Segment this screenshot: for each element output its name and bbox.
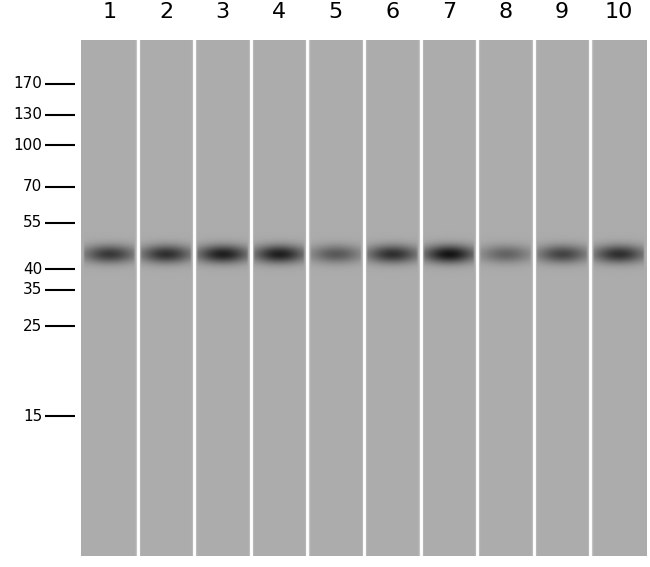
Text: 70: 70 <box>23 179 42 194</box>
Text: 3: 3 <box>216 2 229 22</box>
Text: 1: 1 <box>103 2 116 22</box>
Text: 55: 55 <box>23 215 42 230</box>
Text: 4: 4 <box>272 2 286 22</box>
Text: 100: 100 <box>14 138 42 153</box>
Text: 10: 10 <box>604 2 632 22</box>
Text: 15: 15 <box>23 409 42 424</box>
Text: 130: 130 <box>13 107 42 122</box>
Text: 35: 35 <box>23 282 42 298</box>
Text: 6: 6 <box>385 2 399 22</box>
Text: 170: 170 <box>14 76 42 91</box>
Text: 8: 8 <box>499 2 512 22</box>
Text: 9: 9 <box>555 2 569 22</box>
Text: 25: 25 <box>23 319 42 333</box>
Text: 7: 7 <box>442 2 456 22</box>
Text: 40: 40 <box>23 262 42 277</box>
Text: 2: 2 <box>159 2 173 22</box>
Text: 5: 5 <box>329 2 343 22</box>
